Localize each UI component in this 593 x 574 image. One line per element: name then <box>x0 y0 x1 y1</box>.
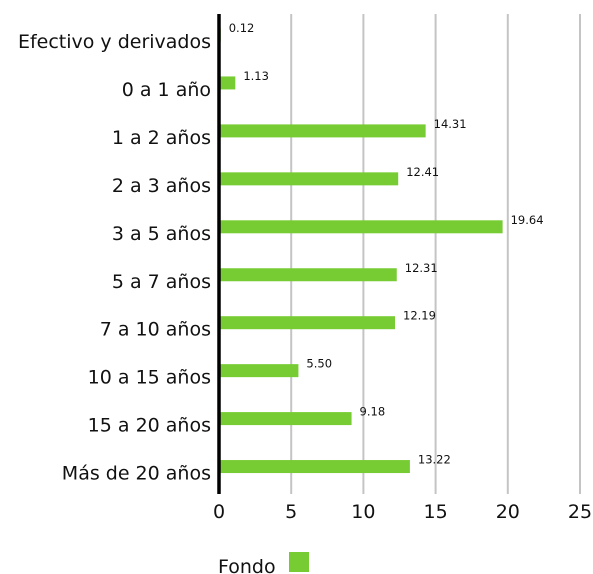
value-label-9: 9.18 <box>360 405 386 419</box>
category-label-3: 1 a 2 años <box>112 127 211 149</box>
value-label-7: 12.19 <box>403 309 436 323</box>
category-label-6: 5 a 7 años <box>112 271 211 293</box>
x-axis-tick-labels: 0 5 10 15 20 25 <box>213 501 592 523</box>
value-label-2: 1.13 <box>243 69 269 83</box>
value-label-6: 12.31 <box>405 261 438 275</box>
value-label-1: 0.12 <box>229 21 255 35</box>
x-tick-label-20: 20 <box>496 501 520 523</box>
value-label-5: 19.64 <box>511 213 544 227</box>
legend: Fondo <box>218 552 309 574</box>
category-label-5: 3 a 5 años <box>112 223 211 245</box>
bar-8 <box>219 364 299 378</box>
legend-swatch-fondo <box>289 552 309 572</box>
bar-6 <box>219 268 397 282</box>
x-tick-label-10: 10 <box>351 501 375 523</box>
value-label-3: 14.31 <box>434 117 467 131</box>
value-label-10: 13.22 <box>418 453 451 467</box>
value-label-8: 5.50 <box>306 357 332 371</box>
bar-7 <box>219 316 396 330</box>
category-label-9: 15 a 20 años <box>88 415 211 437</box>
bar-9 <box>219 412 352 426</box>
category-label-2: 0 a 1 año <box>122 79 211 101</box>
x-tick-label-25: 25 <box>568 501 592 523</box>
value-label-4: 12.41 <box>406 165 439 179</box>
bar-3 <box>219 124 426 138</box>
value-labels: 0.12 1.13 14.31 12.41 19.64 12.31 12.19 5.50 9.1… <box>229 21 544 467</box>
legend-label-fondo: Fondo <box>218 556 276 574</box>
category-label-4: 2 a 3 años <box>112 175 211 197</box>
bar-5 <box>219 220 503 234</box>
category-label-1: Efectivo y derivados <box>18 31 211 53</box>
bar-4 <box>219 172 399 186</box>
x-tick-label-15: 15 <box>424 501 448 523</box>
x-tick-label-5: 5 <box>285 501 297 523</box>
category-labels: Efectivo y derivados 0 a 1 año 1 a 2 años 2… <box>18 31 211 485</box>
bar-2 <box>219 76 236 90</box>
x-tick-label-0: 0 <box>213 501 225 523</box>
category-label-7: 7 a 10 años <box>100 319 211 341</box>
category-label-10: Más de 20 años <box>62 463 211 485</box>
bars <box>219 28 503 474</box>
category-label-8: 10 a 15 años <box>88 367 211 389</box>
bar-10 <box>219 460 410 474</box>
